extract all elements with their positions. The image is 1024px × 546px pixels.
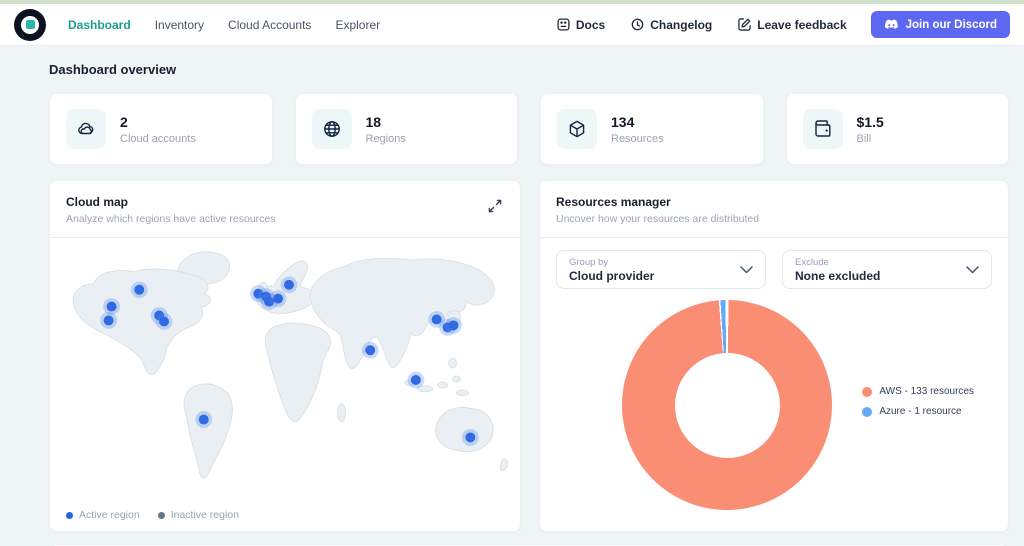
azure-legend-label: Azure - 1 resource	[879, 406, 962, 417]
changelog-label: Changelog	[650, 17, 713, 32]
region-marker[interactable]	[365, 345, 376, 356]
dashboard-page: Dashboard overview 2 Cloud accounts	[0, 46, 1024, 546]
nav-inventory[interactable]: Inventory	[154, 17, 205, 32]
stat-value: $1.5	[856, 113, 884, 130]
cloud-map-header: Cloud map Analyze which regions have act…	[50, 181, 520, 238]
leave-feedback-link[interactable]: Leave feedback	[738, 17, 847, 32]
nav-explorer[interactable]: Explorer	[335, 17, 381, 32]
logo-ring	[21, 15, 39, 34]
cloud-map-title: Cloud map	[66, 195, 128, 209]
legend-inactive-region: Inactive region	[157, 509, 239, 521]
cube-icon	[557, 109, 597, 149]
region-marker[interactable]	[103, 315, 114, 326]
expand-icon	[488, 199, 502, 213]
cloud-map-subtitle: Analyze which regions have active resour…	[66, 213, 276, 225]
map-africa	[265, 322, 331, 423]
main-nav: Dashboard Inventory Cloud Accounts Explo…	[68, 18, 380, 32]
stat-value: 18	[365, 113, 382, 130]
aws-dot-icon	[862, 386, 873, 397]
resources-manager-title: Resources manager	[556, 195, 671, 209]
map-new-zealand	[500, 458, 509, 472]
active-region-label: Active region	[79, 509, 140, 521]
stat-label: Resources	[611, 132, 664, 145]
inactive-region-label: Inactive region	[170, 509, 239, 521]
region-marker[interactable]	[198, 414, 209, 425]
legend-active-region: Active region	[66, 509, 140, 521]
region-marker[interactable]	[448, 320, 459, 331]
stat-card-bill[interactable]: $1.5 Bill	[785, 93, 1009, 165]
map-madagascar	[337, 403, 346, 422]
resources-manager-panel: Resources manager Uncover how your resou…	[539, 180, 1009, 532]
join-discord-button[interactable]: Join our Discord	[870, 11, 1010, 38]
stat-label: Cloud accounts	[120, 132, 196, 145]
aws-legend-label: AWS - 133 resources	[879, 386, 974, 397]
group-by-label: Group by	[569, 256, 609, 268]
cloud-icon	[66, 109, 106, 149]
chevron-down-icon	[966, 265, 979, 273]
page-title: Dashboard overview	[49, 62, 177, 77]
donut-legend: AWS - 133 resources Azure - 1 resource	[862, 386, 974, 417]
feedback-pencil-icon	[738, 18, 751, 31]
stats-row: 2 Cloud accounts 18 Regions	[49, 93, 1009, 165]
region-marker[interactable]	[284, 279, 294, 290]
azure-dot-icon	[862, 406, 873, 417]
donut-chart[interactable]	[622, 300, 832, 510]
discord-icon	[884, 19, 898, 29]
region-marker[interactable]	[264, 296, 275, 307]
map-legend: Active region Inactive region	[50, 503, 520, 521]
changelog-icon	[631, 18, 644, 31]
exclude-label: Exclude	[795, 256, 829, 268]
region-marker[interactable]	[106, 301, 117, 312]
wallet-icon	[802, 109, 843, 149]
changelog-link[interactable]: Changelog	[631, 18, 712, 32]
discord-button-label: Join our Discord	[905, 18, 997, 31]
exclude-value: None excluded	[795, 268, 881, 283]
map-asia	[309, 258, 495, 369]
region-marker[interactable]	[159, 316, 170, 327]
map-australia	[435, 407, 494, 452]
stat-value: 2	[120, 113, 128, 130]
map-south-america	[183, 383, 233, 479]
region-marker[interactable]	[273, 293, 284, 304]
legend-azure[interactable]: Azure - 1 resource	[862, 406, 974, 417]
logo-core-icon	[25, 20, 35, 29]
cloud-map-panel: Cloud map Analyze which regions have act…	[49, 180, 521, 532]
globe-icon	[311, 109, 352, 149]
world-map[interactable]	[62, 243, 509, 503]
top-strip	[0, 0, 1024, 4]
resources-manager-subtitle: Uncover how your resources are distribut…	[556, 213, 760, 225]
stat-label: Regions	[365, 132, 406, 145]
filters-row: Group by Cloud provider Exclude None exc…	[556, 250, 992, 289]
exclude-select[interactable]: Exclude None excluded	[782, 250, 992, 289]
docs-icon	[557, 18, 570, 31]
stat-card-resources[interactable]: 134 Resources	[540, 93, 764, 165]
region-marker[interactable]	[410, 374, 421, 385]
stat-value: 134	[611, 113, 635, 130]
docs-link[interactable]: Docs	[557, 18, 605, 32]
inactive-region-dot-icon	[157, 511, 165, 519]
group-by-value: Cloud provider	[569, 268, 655, 283]
nav-cloud-accounts[interactable]: Cloud Accounts	[228, 17, 312, 32]
stat-card-regions[interactable]: 18 Regions	[294, 93, 518, 165]
app-header: Dashboard Inventory Cloud Accounts Explo…	[0, 4, 1024, 46]
region-marker[interactable]	[431, 314, 442, 325]
expand-map-button[interactable]	[486, 197, 504, 218]
region-marker[interactable]	[465, 432, 476, 443]
region-marker[interactable]	[253, 288, 264, 299]
feedback-label: Leave feedback	[757, 17, 847, 32]
legend-aws[interactable]: AWS - 133 resources	[862, 386, 974, 397]
region-marker[interactable]	[134, 284, 145, 295]
stat-label: Bill	[856, 132, 872, 145]
nav-dashboard[interactable]: Dashboard	[68, 17, 131, 32]
docs-label: Docs	[575, 17, 606, 32]
donut-chart-area: AWS - 133 resources Azure - 1 resource	[556, 300, 992, 525]
stat-card-cloud-accounts[interactable]: 2 Cloud accounts	[49, 93, 273, 165]
header-links: Docs Changelog Leave feedback	[557, 18, 847, 32]
resources-manager-header: Resources manager Uncover how your resou…	[540, 181, 1008, 238]
map-north-america	[72, 268, 211, 376]
app-logo[interactable]	[14, 8, 46, 41]
active-region-dot-icon	[66, 511, 73, 519]
group-by-select[interactable]: Group by Cloud provider	[556, 250, 766, 289]
chevron-down-icon	[740, 265, 753, 273]
